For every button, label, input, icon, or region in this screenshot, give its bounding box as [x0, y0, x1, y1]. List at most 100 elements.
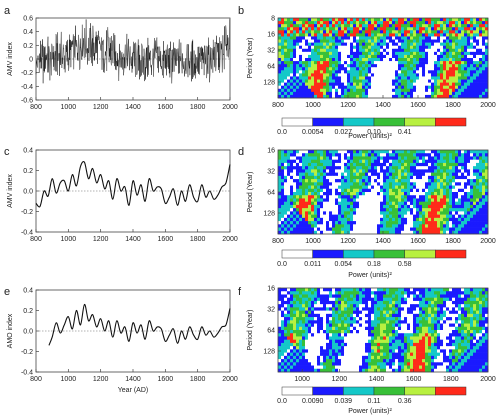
- power-cell: [476, 224, 480, 228]
- power-cell: [362, 294, 366, 298]
- power-cell: [377, 300, 381, 305]
- power-cell: [377, 73, 381, 77]
- power-cell: [464, 39, 468, 43]
- power-cell: [425, 24, 429, 28]
- power-cell: [371, 224, 375, 228]
- power-cell: [353, 326, 357, 331]
- power-cell: [443, 24, 447, 28]
- power-cell: [329, 24, 333, 28]
- power-cell: [413, 64, 417, 68]
- power-cell: [293, 201, 297, 206]
- power-cell: [455, 333, 459, 337]
- power-cell: [344, 162, 348, 167]
- power-cell: [443, 33, 447, 37]
- power-cell: [344, 36, 348, 40]
- power-cell: [350, 291, 354, 295]
- power-cell: [449, 70, 453, 74]
- power-cell: [446, 85, 450, 90]
- power-cell: [413, 30, 417, 34]
- power-cell: [278, 162, 282, 167]
- power-cell: [308, 175, 312, 180]
- power-cell: [482, 169, 486, 173]
- power-cell: [440, 162, 444, 167]
- power-cell: [278, 85, 282, 90]
- power-cell: [353, 300, 357, 305]
- power-cell: [413, 300, 417, 305]
- power-cell: [410, 58, 414, 62]
- power-cell: [326, 317, 330, 321]
- power-cell: [404, 67, 408, 71]
- power-cell: [446, 45, 450, 50]
- power-cell: [461, 313, 465, 318]
- power-cell: [464, 162, 468, 167]
- power-cell: [485, 150, 489, 154]
- power-cell: [305, 333, 309, 337]
- power-cell: [311, 33, 315, 37]
- power-cell: [389, 172, 393, 177]
- power-cell: [305, 326, 309, 331]
- power-cell: [425, 70, 429, 74]
- power-cell: [293, 313, 297, 318]
- power-cell: [419, 326, 423, 331]
- power-cell: [395, 27, 399, 31]
- power-cell: [359, 182, 363, 186]
- power-cell: [311, 82, 315, 86]
- power-cell: [347, 313, 351, 318]
- power-cell: [434, 288, 438, 292]
- power-cell: [425, 320, 429, 324]
- power-cell: [473, 300, 477, 305]
- power-cell: [461, 326, 465, 331]
- power-cell: [419, 211, 423, 215]
- y-axis-label: AMV index: [7, 42, 14, 76]
- power-cell: [308, 294, 312, 298]
- power-cell: [431, 150, 435, 154]
- power-cell: [377, 159, 381, 164]
- power-cell: [464, 88, 468, 93]
- power-cell: [323, 21, 327, 25]
- power-cell: [458, 300, 462, 305]
- power-cell: [308, 27, 312, 31]
- power-cell: [314, 88, 318, 93]
- power-cell: [320, 188, 324, 193]
- power-cell: [335, 195, 339, 199]
- power-cell: [419, 300, 423, 305]
- power-cell: [443, 67, 447, 71]
- power-cell: [470, 162, 474, 167]
- power-cell: [395, 36, 399, 40]
- power-cell: [458, 76, 462, 80]
- power-cell: [350, 79, 354, 83]
- power-cell: [320, 217, 324, 222]
- power-cell: [467, 85, 471, 90]
- power-cell: [452, 188, 456, 193]
- power-cell: [374, 36, 378, 40]
- power-cell: [431, 18, 435, 22]
- power-cell: [290, 159, 294, 164]
- power-cell: [401, 48, 405, 53]
- power-cell: [290, 91, 294, 96]
- power-cell: [440, 82, 444, 86]
- power-cell: [293, 150, 297, 154]
- power-cell: [296, 159, 300, 164]
- power-cell: [428, 85, 432, 90]
- power-cell: [320, 211, 324, 215]
- power-cell: [284, 326, 288, 331]
- power-cell: [341, 291, 345, 295]
- power-cell: [299, 27, 303, 31]
- power-cell: [329, 288, 333, 292]
- power-cell: [434, 333, 438, 337]
- power-cell: [461, 192, 465, 196]
- power-cell: [320, 27, 324, 31]
- power-cell: [308, 195, 312, 199]
- power-cell: [404, 48, 408, 53]
- power-cell: [347, 91, 351, 96]
- power-cell: [434, 188, 438, 193]
- power-cell: [383, 61, 387, 65]
- power-cell: [458, 79, 462, 83]
- power-cell: [347, 204, 351, 209]
- power-cell: [326, 333, 330, 337]
- power-cell: [368, 230, 372, 235]
- power-cell: [308, 326, 312, 331]
- power-cell: [401, 88, 405, 93]
- power-cell: [293, 76, 297, 80]
- power-cell: [371, 323, 375, 328]
